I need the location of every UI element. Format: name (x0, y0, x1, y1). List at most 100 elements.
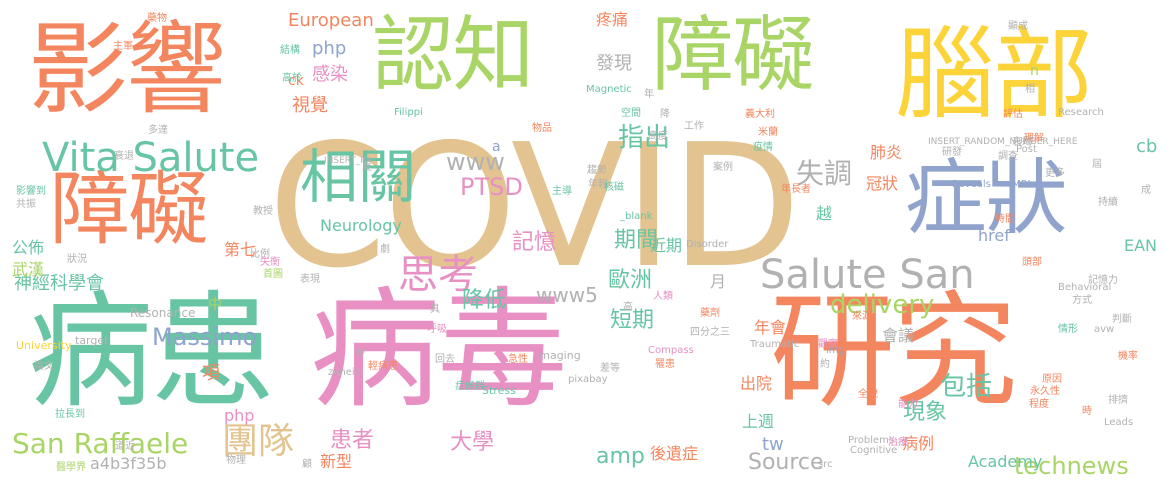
cloud-word: cb (1136, 136, 1158, 157)
cloud-word: COVID (268, 108, 801, 306)
cloud-word: 夏 (362, 162, 372, 173)
cloud-word: 原因 (1042, 374, 1062, 385)
cloud-word: 年長者 (781, 184, 811, 195)
cloud-word: 相 (1025, 84, 1035, 95)
cloud-word: 全貌 (858, 389, 878, 400)
cloud-word: 教授 (253, 206, 273, 217)
cloud-word: 永久性 (1030, 386, 1060, 397)
cloud-word: 四分之三 (690, 327, 730, 338)
cloud-word: Salute San (760, 252, 975, 298)
cloud-word: 呼吸 (427, 324, 447, 335)
cloud-word: Academy (968, 452, 1043, 471)
cloud-word: MRI (1012, 179, 1031, 190)
cloud-word: 越 (816, 204, 833, 223)
cloud-word: 高度 (648, 131, 668, 142)
cloud-word: 觀察 (818, 339, 838, 350)
cloud-word: 更多 (1045, 168, 1065, 179)
cloud-word: 調查 (998, 151, 1018, 162)
cloud-word: _blank (620, 211, 653, 222)
cloud-word: 藥劑 (700, 308, 720, 319)
cloud-word: 狀況 (67, 254, 87, 265)
cloud-word: 評估 (1003, 109, 1023, 120)
cloud-word: 具 (430, 304, 440, 315)
cloud-word: 主導 (552, 186, 572, 197)
cloud-word: 工作 (684, 121, 704, 132)
cloud-word: 共振 (16, 199, 36, 210)
cloud-word: Behavioral (1058, 282, 1112, 293)
cloud-word: 來源 (852, 311, 872, 322)
cloud-word: Vita Salute (42, 135, 260, 181)
cloud-word: 短期 (610, 308, 655, 333)
cloud-word: INSERT_RA (324, 156, 373, 166)
cloud-word: zoneid (328, 367, 361, 378)
cloud-word: a (492, 139, 501, 155)
cloud-word: INSERT_RANDOM_NUMBER_HERE (928, 137, 1078, 147)
cloud-word: 頭部 (1022, 257, 1042, 268)
cloud-word: 失衡 (260, 257, 280, 268)
cloud-word: 患者 (330, 428, 375, 453)
cloud-word: Magnetic (586, 84, 632, 95)
cloud-word: tw (762, 434, 784, 455)
cloud-word: 論文 (34, 361, 54, 372)
cloud-word: 急性 (508, 354, 528, 365)
cloud-word: Disorder (686, 239, 729, 250)
cloud-word: 月 (710, 272, 727, 291)
cloud-word: www (446, 148, 505, 176)
cloud-word: San Raffaele (12, 427, 189, 460)
cloud-word: 現象 (903, 400, 948, 425)
cloud-word: 指出 (618, 123, 671, 153)
cloud-word: 研究 (770, 280, 1018, 425)
cloud-word: 約 (820, 359, 830, 370)
cloud-word: 大學 (450, 430, 495, 455)
cloud-word: 影響到 (16, 186, 46, 197)
cloud-word: 核磁 (604, 182, 624, 193)
cloud-word: 障礙 (50, 163, 208, 256)
cloud-word: Filippi (394, 107, 423, 118)
cloud-word: 時 (1082, 406, 1092, 417)
cloud-word: 年會 (754, 318, 787, 337)
cloud-word: amp (596, 444, 645, 469)
cloud-word: 輕病患 (368, 361, 398, 372)
cloud-word: 案例 (713, 162, 733, 173)
cloud-word: 失調 (796, 157, 853, 190)
cloud-word: 高 (623, 302, 633, 313)
cloud-word: target (75, 334, 109, 347)
cloud-word: Research (1058, 107, 1104, 118)
cloud-word: 近期 (650, 236, 683, 255)
cloud-word: 團隊 (222, 421, 295, 462)
cloud-word: 病例 (902, 434, 935, 453)
cloud-word: 方式 (1072, 295, 1092, 306)
cloud-word: 判斷 (1112, 314, 1132, 325)
cloud-word: European (288, 10, 374, 31)
cloud-word: 疼痛 (596, 10, 629, 29)
cloud-word: 腦部 (895, 16, 1093, 133)
cloud-word: Leads (1104, 417, 1134, 428)
cloud-word: 劇 (380, 244, 390, 255)
cloud-word: 項 (202, 363, 220, 384)
cloud-word: 症狀 (905, 151, 1067, 246)
cloud-word: Reveals (952, 179, 991, 190)
cloud-word: 相關 (300, 143, 417, 211)
cloud-word: 認知 (372, 8, 534, 103)
cloud-word: 治療 (888, 437, 908, 448)
cloud-word: 多達 (148, 125, 168, 136)
cloud-word: 持續 (1098, 197, 1118, 208)
cloud-word: href (978, 226, 1010, 245)
cloud-word: src (818, 459, 833, 470)
cloud-word: 藥物 (147, 13, 167, 24)
cloud-word: php (312, 38, 347, 59)
cloud-word: Post (1016, 144, 1037, 155)
cloud-word: 研發 (942, 147, 962, 158)
cloud-word: Stress (482, 384, 516, 397)
cloud-word: 冠狀 (866, 174, 899, 193)
cloud-word: 年輕 (588, 179, 608, 190)
cloud-word: 降低 (462, 288, 507, 313)
cloud-word: Source (748, 450, 824, 475)
cloud-word: Neurology (320, 216, 402, 235)
cloud-word: a4b3f35b (90, 454, 167, 473)
cloud-word: 第七 (224, 240, 257, 259)
cloud-word: delivery (830, 290, 935, 320)
cloud-word: 神經科學會 (14, 273, 104, 294)
cloud-word: 比例 (250, 249, 270, 260)
cloud-word: Imaging (536, 349, 581, 362)
